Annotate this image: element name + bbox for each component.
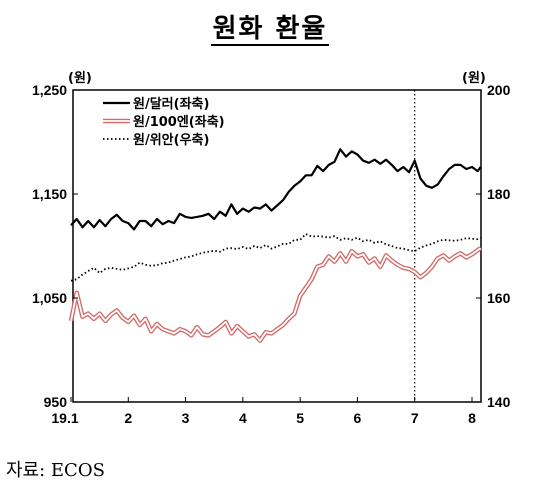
x-tick-label-1: 2 — [124, 410, 132, 426]
legend-label-0: 원/달러(좌축) — [133, 96, 209, 112]
x-tick-label-2: 3 — [182, 410, 190, 426]
left-tick-label-1: 1,150 — [32, 186, 67, 202]
right-unit-label: (원) — [462, 71, 486, 86]
left-tick-label-2: 1,050 — [32, 290, 67, 306]
legend-label-2: 원/위안(우축) — [133, 132, 209, 148]
x-tick-label-6: 7 — [411, 410, 419, 426]
left-tick-label-3: 950 — [44, 394, 68, 410]
left-tick-label-0: 1,250 — [32, 82, 67, 98]
right-tick-label-2: 160 — [487, 290, 511, 306]
chart-title: 원화 환율 — [0, 8, 540, 46]
x-tick-label-5: 6 — [354, 410, 362, 426]
series-line-1-inner — [70, 247, 482, 342]
plot-frame — [72, 89, 482, 403]
source-note: 자료: ECOS — [6, 460, 105, 481]
right-tick-label-1: 180 — [487, 186, 511, 202]
x-tick-label-4: 5 — [296, 410, 304, 426]
chart-title-text: 원화 환율 — [210, 14, 330, 46]
right-tick-label-3: 140 — [487, 394, 511, 410]
left-unit-label: (원) — [68, 71, 92, 86]
series-line-0 — [70, 148, 482, 231]
x-tick-label-7: 8 — [468, 410, 476, 426]
x-tick-label-3: 4 — [239, 410, 247, 426]
legend-label-1: 원/100엔(좌축) — [133, 114, 225, 130]
right-tick-label-0: 200 — [487, 82, 511, 98]
series-line-1 — [68, 246, 482, 343]
x-tick-label-0: 19.1 — [51, 410, 78, 426]
